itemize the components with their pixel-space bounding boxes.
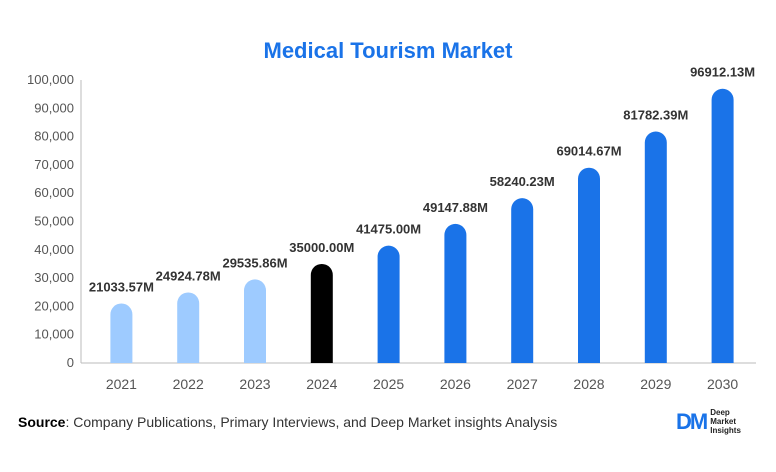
x-tick-label: 2024: [306, 376, 337, 392]
bar-2028: [578, 167, 600, 363]
data-label-2029: 81782.39M: [623, 108, 688, 123]
y-axis-ticks: 0 10,000 20,000 30,000 40,000 50,000 60,000 70,…: [27, 72, 74, 370]
y-tick-label: 40,000: [34, 242, 74, 257]
data-labels: 21033.57M24924.78M29535.86M35000.00M4147…: [89, 65, 755, 295]
y-tick-label: 80,000: [34, 129, 74, 144]
data-label-2021: 21033.57M: [89, 279, 154, 294]
bar-2021: [110, 303, 133, 363]
source-text: : Company Publications, Primary Intervie…: [65, 414, 558, 430]
bar-2026: [444, 223, 467, 363]
bar-2027: [511, 198, 534, 363]
data-label-2025: 41475.00M: [356, 222, 421, 237]
y-tick-label: 30,000: [34, 270, 74, 285]
chart-title: Medical Tourism Market: [263, 38, 513, 63]
y-tick-label: 90,000: [34, 100, 74, 115]
x-axis-ticks: 2021 2022 2023 2024 2025 2026 2027 2028 2029 2030: [106, 376, 739, 392]
y-tick-label: 10,000: [34, 327, 74, 342]
logo-text: Deep Market Insights: [710, 408, 741, 435]
y-tick-label: 0: [67, 355, 74, 370]
bar-2029: [644, 131, 667, 363]
bars: [110, 88, 734, 363]
y-tick-label: 60,000: [34, 185, 74, 200]
x-tick-label: 2028: [573, 376, 604, 392]
x-tick-label: 2029: [640, 376, 671, 392]
x-tick-label: 2021: [106, 376, 137, 392]
x-tick-label: 2030: [707, 376, 738, 392]
bar-2030: [711, 88, 734, 363]
y-tick-label: 100,000: [27, 72, 74, 87]
data-label-2022: 24924.78M: [156, 268, 221, 283]
logo-line-1: Deep: [710, 408, 730, 417]
x-tick-label: 2022: [173, 376, 204, 392]
bar-2022: [177, 292, 200, 363]
data-label-2028: 69014.67M: [556, 144, 621, 159]
logo-line-2: Market: [710, 417, 737, 426]
y-tick-label: 50,000: [34, 214, 74, 229]
data-label-2023: 29535.86M: [222, 255, 287, 270]
bar-2023: [244, 279, 266, 363]
data-label-2026: 49147.88M: [423, 200, 488, 215]
logo-mark: DM: [676, 408, 708, 434]
x-tick-label: 2025: [373, 376, 404, 392]
bar-2025: [377, 245, 400, 363]
source-line: Source: Company Publications, Primary In…: [18, 414, 557, 430]
logo-line-3: Insights: [710, 426, 741, 435]
company-logo: DM Deep Market Insights: [676, 408, 741, 435]
y-tick-label: 20,000: [34, 298, 74, 313]
x-tick-label: 2027: [507, 376, 538, 392]
bar-2024: [310, 263, 333, 363]
x-tick-label: 2026: [440, 376, 471, 392]
x-tick-label: 2023: [239, 376, 270, 392]
data-label-2030: 96912.13M: [690, 65, 755, 80]
source-label: Source: [18, 414, 66, 430]
y-tick-label: 70,000: [34, 157, 74, 172]
data-label-2027: 58240.23M: [490, 174, 555, 189]
data-label-2024: 35000.00M: [289, 240, 354, 255]
